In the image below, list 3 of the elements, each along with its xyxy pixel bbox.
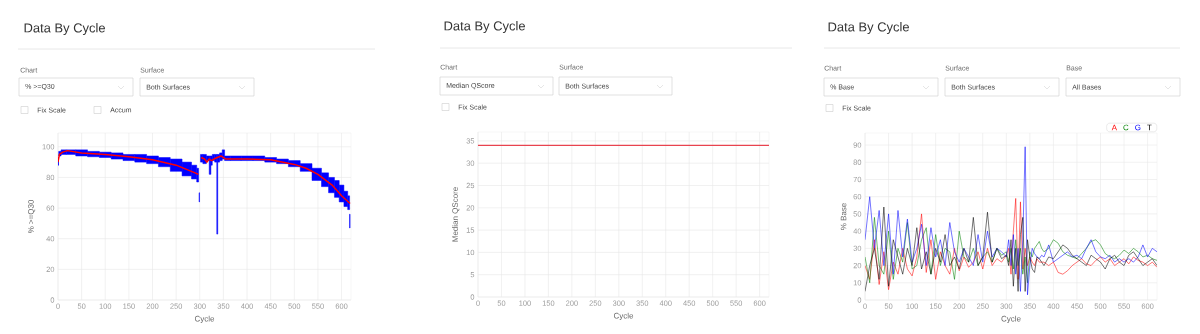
chart-title: Data By Cycle	[444, 20, 525, 34]
chart-title: Data By Cycle	[828, 21, 909, 35]
chart-title: Data By Cycle	[24, 22, 105, 36]
